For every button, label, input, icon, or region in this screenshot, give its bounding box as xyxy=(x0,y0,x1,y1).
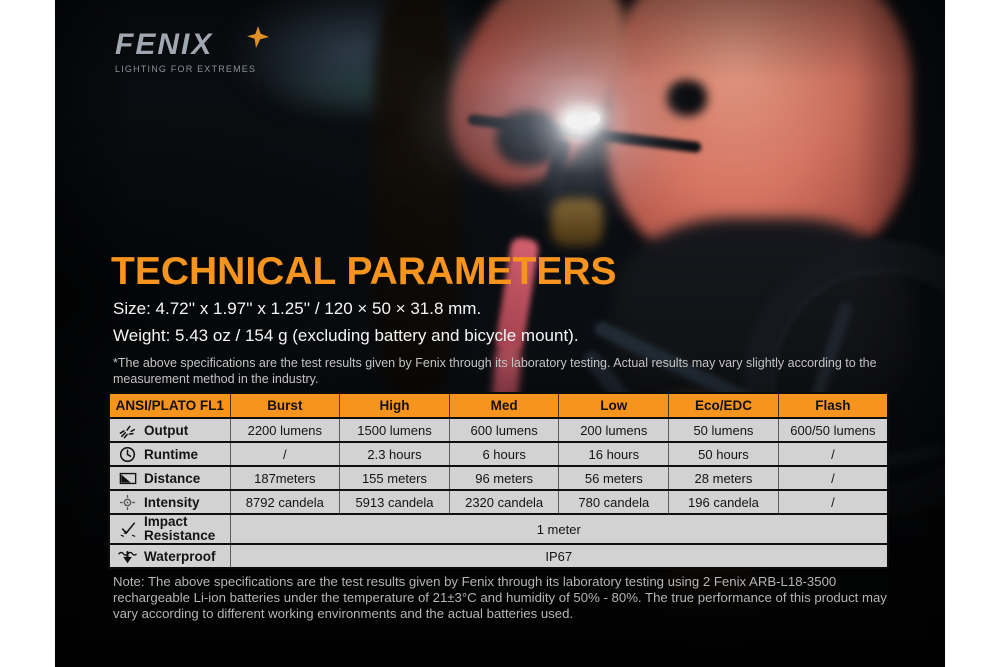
spec-value-cell: 780 candela xyxy=(558,489,670,514)
spec-row-runtime: Runtime / 2.3 hours 6 hours 16 hours 50 … xyxy=(108,441,889,466)
lab-disclaimer: *The above specifications are the test r… xyxy=(113,356,877,387)
spec-row-label: Impact Resistance xyxy=(108,512,231,545)
spec-value-cell: 5913 candela xyxy=(339,489,450,514)
spec-header-cell: Med xyxy=(448,392,560,419)
spec-value-cell: 2200 lumens xyxy=(229,417,341,442)
spec-value-cell: 2.3 hours xyxy=(339,441,450,466)
spec-merged-value: 1 meter xyxy=(229,512,889,545)
spec-row-distance: Distance 187meters 155 meters 96 meters … xyxy=(108,465,889,490)
spec-value-cell: 600 lumens xyxy=(448,417,560,442)
spec-header-cell: Burst xyxy=(229,392,341,419)
spec-header-cell: High xyxy=(339,392,450,419)
spec-merged-value: IP67 xyxy=(229,543,889,569)
spec-row-waterproof: Waterproof IP67 xyxy=(108,543,889,569)
size-spec: Size: 4.72'' x 1.97'' x 1.25'' / 120 × 5… xyxy=(113,299,482,318)
spec-header-row: ANSI/PLATO FL1 Burst High Med Low Eco/ED… xyxy=(108,392,889,419)
spec-value-cell: 200 lumens xyxy=(558,417,670,442)
spec-value-cell: 2320 candela xyxy=(448,489,560,514)
spec-row-label: Distance xyxy=(108,465,231,490)
spec-value-cell: 196 candela xyxy=(668,489,779,514)
hero-image: FENIX LIGHTING FOR EXTREMES TECHNICAL PA… xyxy=(55,0,945,667)
spec-value-cell: / xyxy=(777,441,889,466)
spec-row-label: Intensity xyxy=(108,489,231,514)
spec-value-cell: 16 hours xyxy=(558,441,670,466)
footer-note: Note: The above specifications are the t… xyxy=(113,574,887,622)
runtime-icon xyxy=(118,445,137,463)
spec-value-cell: 50 hours xyxy=(668,441,779,466)
spec-value-cell: 6 hours xyxy=(448,441,560,466)
spec-row-label: Runtime xyxy=(108,441,231,466)
overlay-content: FENIX LIGHTING FOR EXTREMES TECHNICAL PA… xyxy=(55,0,945,667)
spec-row-label: Output xyxy=(108,417,231,442)
logo-wordmark: FENIX xyxy=(115,28,214,61)
spec-row-label: Waterproof xyxy=(108,543,231,569)
spec-value-cell: 50 lumens xyxy=(668,417,779,442)
intensity-icon xyxy=(118,493,137,511)
fenix-logo: FENIX LIGHTING FOR EXTREMES xyxy=(115,26,305,74)
spec-value-cell: 96 meters xyxy=(448,465,560,490)
spec-header-cell: Flash xyxy=(777,392,889,419)
spec-value-cell: 56 meters xyxy=(558,465,670,490)
spec-value-cell: 28 meters xyxy=(668,465,779,490)
sparkle-icon xyxy=(245,26,269,53)
spec-value-cell: / xyxy=(777,489,889,514)
spec-value-cell: 187meters xyxy=(229,465,341,490)
output-icon xyxy=(118,421,137,439)
page-title: TECHNICAL PARAMETERS xyxy=(111,250,617,293)
spec-row-intensity: Intensity 8792 candela 5913 candela 2320… xyxy=(108,489,889,514)
spec-header-cell: Low xyxy=(558,392,670,419)
spec-value-cell: / xyxy=(229,441,341,466)
spec-header-cell: Eco/EDC xyxy=(668,392,779,419)
spec-row-output: Output 2200 lumens 1500 lumens 600 lumen… xyxy=(108,417,889,442)
distance-icon xyxy=(118,469,137,487)
spec-value-cell: 1500 lumens xyxy=(339,417,450,442)
waterproof-icon xyxy=(118,547,137,565)
spec-value-cell: 600/50 lumens xyxy=(777,417,889,442)
spec-row-impact: Impact Resistance 1 meter xyxy=(108,512,889,545)
logo-tagline: LIGHTING FOR EXTREMES xyxy=(115,64,257,74)
spec-value-cell: / xyxy=(777,465,889,490)
spec-value-cell: 155 meters xyxy=(339,465,450,490)
weight-spec: Weight: 5.43 oz / 154 g (excluding batte… xyxy=(113,326,579,345)
spec-header-cell: ANSI/PLATO FL1 xyxy=(108,392,231,419)
impact-resistance-icon xyxy=(118,520,137,538)
spec-table: ANSI/PLATO FL1 Burst High Med Low Eco/ED… xyxy=(108,392,889,570)
spec-value-cell: 8792 candela xyxy=(229,489,341,514)
